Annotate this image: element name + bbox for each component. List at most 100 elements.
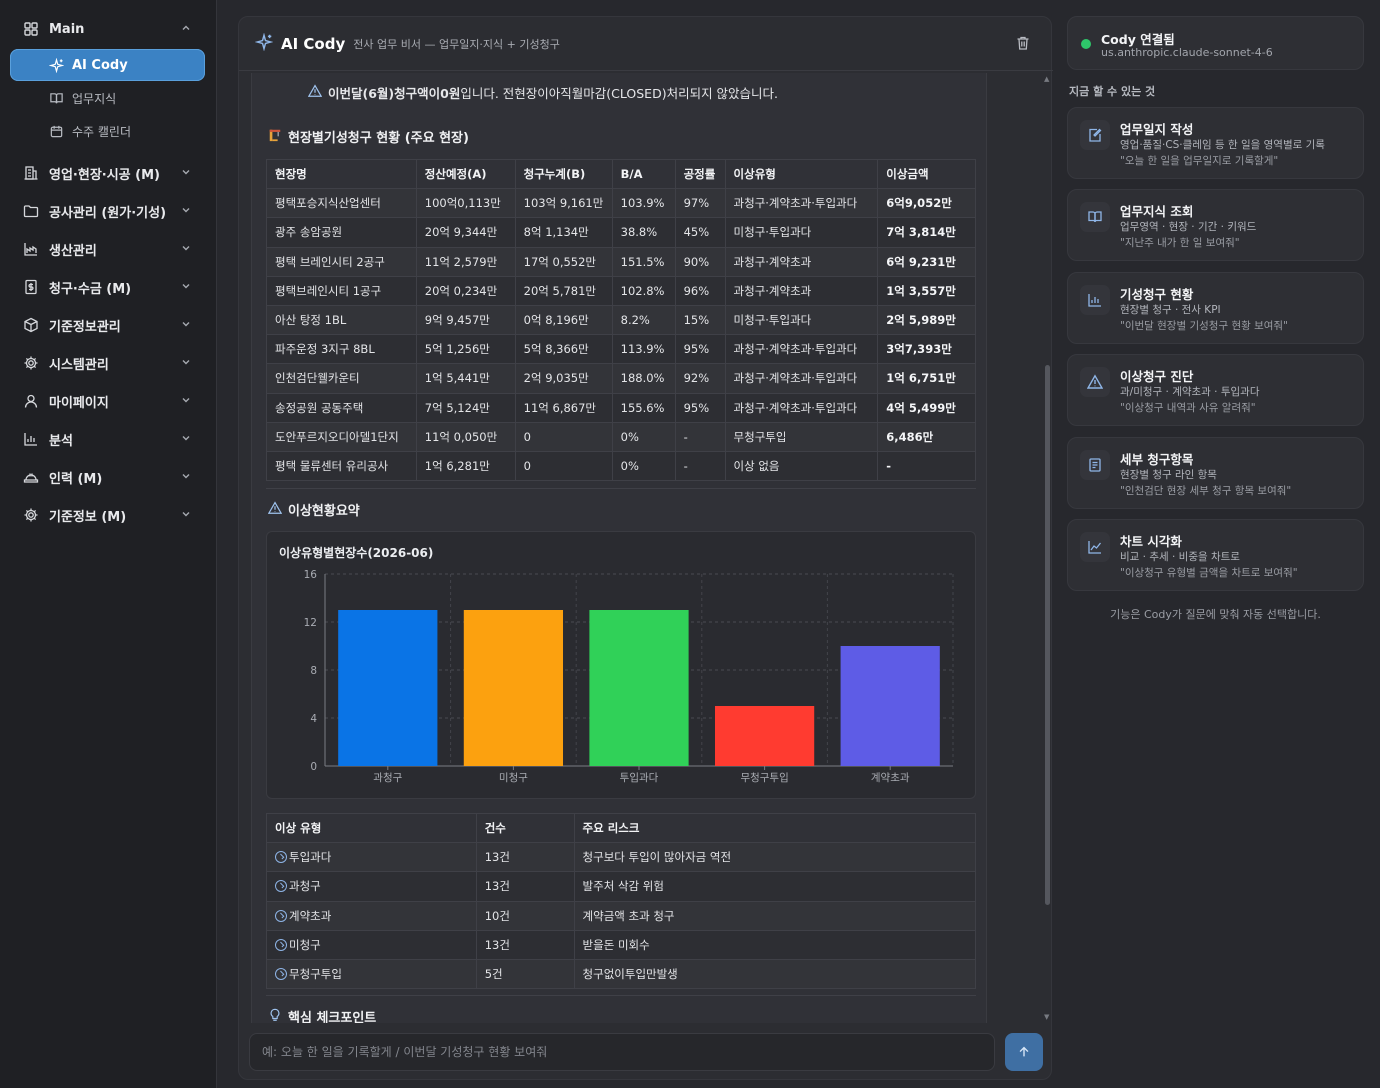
- sidebar-section-mypage[interactable]: 마이페이지: [10, 386, 206, 416]
- table-cell: 2억 9,035만: [514, 363, 613, 394]
- table-cell: 도안푸르지오디아델1단지: [266, 421, 417, 452]
- y-tick-label: 4: [310, 713, 317, 725]
- site-billing-table: 현장명 정산예정(A) 청구누계(B) B/A 공정률 이상유형 이상금액 평택…: [266, 158, 976, 482]
- table-header-row: 이상 유형 건수 주요 리스크: [266, 812, 977, 844]
- table-cell: 103억 9,161만: [514, 188, 613, 219]
- x-tick-label: 과청구: [373, 772, 402, 784]
- scroll-down-icon[interactable]: ▼: [1044, 1013, 1050, 1021]
- x-tick-label: 투입과다: [620, 771, 659, 784]
- table-cell: 송정공원 공동주택: [266, 392, 417, 423]
- sidebar-section-production[interactable]: 생산관리: [10, 234, 206, 264]
- anomaly-type-label: 무청구투입: [289, 967, 342, 982]
- sidebar-section-label: 영업·현장·시공 (M): [49, 167, 160, 183]
- capability-chart-visualization[interactable]: 차트 시각화 비교 · 추세 · 비중을 차트로 "이상청구 유형별 금액을 차…: [1067, 519, 1364, 591]
- chart-bar: [714, 706, 815, 766]
- sidebar-section-master-data[interactable]: 기준정보관리: [10, 310, 206, 340]
- table-cell: 과청구·계약초과·투입과다: [724, 363, 879, 394]
- table-cell: 6억9,052만: [877, 188, 976, 219]
- scrollbar-thumb[interactable]: [1045, 365, 1050, 905]
- status-model: us.anthropic.claude-sonnet-4-6: [1101, 46, 1273, 59]
- scrollbar[interactable]: ▲ ▼: [1044, 75, 1050, 1021]
- capability-work-log[interactable]: 업무일지 작성 영업·품질·CS·클레임 등 한 일을 영역별로 기록 "오늘 …: [1067, 107, 1364, 179]
- sidebar-section-label: 공사관리 (원가·기성): [49, 205, 167, 221]
- sidebar-item-order-calendar[interactable]: 수주 캘린더: [10, 115, 205, 147]
- chevron-down-icon: [180, 432, 192, 447]
- building-icon: [22, 164, 40, 182]
- divider: [266, 488, 976, 489]
- table-cell: 11억 6,867만: [514, 392, 613, 423]
- capability-billing-items[interactable]: 세부 청구항목 현장별 청구 라인 항목 "인천검단 현장 세부 청구 항목 보…: [1067, 437, 1364, 509]
- section-title: 이상현황요약: [288, 504, 360, 519]
- capability-desc: 영업·품질·CS·클레임 등 한 일을 영역별로 기록: [1120, 139, 1325, 151]
- sidebar-section-main[interactable]: Main: [10, 14, 206, 44]
- sidebar-section-master-m[interactable]: 기준정보 (M): [10, 500, 206, 530]
- sidebar-section-label: 시스템관리: [49, 357, 109, 373]
- chevron-down-icon: [180, 166, 192, 181]
- table-cell: -: [877, 450, 976, 482]
- section-site-billing: 현장별기성청구 현황 (주요 현장): [268, 127, 469, 146]
- table-cell: 151.5%: [611, 246, 676, 277]
- table-row: 투입과다 13건 청구보다 투입이 많아자금 역전: [266, 842, 977, 873]
- y-tick-label: 8: [310, 665, 317, 677]
- sidebar-section-system[interactable]: 시스템관리: [10, 348, 206, 378]
- capability-knowledge-search[interactable]: 업무지식 조회 업무영역 · 현장 · 기간 · 키워드 "지난주 내가 한 일…: [1067, 189, 1364, 261]
- table-cell: 받을돈 미회수: [573, 929, 977, 960]
- trash-icon[interactable]: [1015, 35, 1031, 54]
- table-cell: 155.6%: [611, 392, 676, 423]
- table-cell: 0: [514, 450, 613, 482]
- table-cell: 11억 2,579만: [415, 246, 516, 277]
- table-cell: 1억 6,281만: [415, 450, 516, 482]
- chart-canvas: 0 4 8 12 16 과청구 미청구 투입과다 무청구투입 계약초과: [304, 569, 954, 784]
- section-anomaly-summary: 이상현황요약: [267, 500, 360, 519]
- chevron-down-icon: [180, 508, 192, 523]
- sidebar-item-ai-cody[interactable]: AI Cody: [10, 49, 205, 81]
- table-cell: 평택브레인시티 1공구: [266, 275, 417, 306]
- table-cell: 미청구: [266, 929, 477, 960]
- sidebar-section-manpower[interactable]: 인력 (M): [10, 462, 206, 492]
- table-cell: 과청구·계약초과·투입과다: [724, 334, 879, 365]
- sidebar-section-sales-site[interactable]: 영업·현장·시공 (M): [10, 158, 206, 188]
- capabilities-label: 지금 할 수 있는 것: [1069, 85, 1156, 98]
- capability-billing-status[interactable]: 기성청구 현황 현장별 청구 · 전사 KPI "이번달 현장별 기성청구 현황…: [1067, 272, 1364, 344]
- column-header: 현장명: [266, 158, 417, 190]
- sidebar-section-billing[interactable]: 청구·수금 (M): [10, 272, 206, 302]
- warning-icon: [1080, 367, 1110, 397]
- chat-input[interactable]: [249, 1033, 995, 1071]
- table-cell: 무청구투입: [724, 421, 879, 452]
- capability-anomaly-diagnosis[interactable]: 이상청구 진단 과/미청구 · 계약초과 · 투입과다 "이상청구 내역과 사유…: [1067, 354, 1364, 426]
- cody-status-card: Cody 연결됨 us.anthropic.claude-sonnet-4-6: [1067, 16, 1364, 70]
- sidebar-section-label: 인력 (M): [49, 471, 103, 487]
- sidebar-section-analysis[interactable]: 분석: [10, 424, 206, 454]
- document-icon: [1080, 450, 1110, 480]
- table-cell: 5억 8,366만: [514, 334, 613, 365]
- table-cell: 3억7,393만: [877, 334, 976, 365]
- table-cell: 0억 8,196만: [514, 304, 613, 336]
- table-cell: 9억 9,457만: [415, 304, 516, 336]
- sidebar-item-label: 업무지식: [72, 91, 117, 106]
- table-cell: 0: [514, 421, 613, 452]
- column-header: 정산예정(A): [415, 158, 516, 190]
- capability-title: 기성청구 현황: [1120, 287, 1194, 302]
- warning-icon: [267, 500, 283, 519]
- sidebar-item-knowledge[interactable]: 업무지식: [10, 82, 205, 114]
- capability-example: "이상청구 내역과 사유 알려줘": [1120, 402, 1256, 414]
- table-row: 평택 브레인시티 2공구 11억 2,579만 17억 0,552만 151.5% 90…: [266, 246, 976, 277]
- sidebar-section-label: 청구·수금 (M): [49, 281, 132, 297]
- table-cell: 90%: [674, 246, 726, 277]
- table-row: 아산 탕정 1BL 9억 9,457만 0억 8,196만 8.2% 15% 미청구·투입…: [266, 304, 976, 336]
- send-button[interactable]: [1005, 1033, 1043, 1071]
- table-cell: 95%: [674, 334, 726, 365]
- sidebar-section-construction[interactable]: 공사관리 (원가·기성): [10, 196, 206, 226]
- book-icon: [1080, 202, 1110, 232]
- status-title: Cody 연결됨: [1101, 32, 1175, 47]
- y-tick-label: 12: [304, 617, 317, 629]
- chart-bar: [338, 610, 438, 766]
- scroll-up-icon[interactable]: ▲: [1044, 75, 1050, 83]
- table-cell: -: [674, 421, 726, 452]
- table-cell: 8억 1,134만: [514, 217, 613, 248]
- table-cell: 평택포승지식산업센터: [266, 188, 417, 219]
- sidebar-section-label: 기준정보관리: [49, 319, 121, 335]
- line-chart-icon: [1080, 532, 1110, 562]
- sidebar-section-label: Main: [49, 21, 85, 37]
- table-cell: 11억 0,050만: [415, 421, 516, 452]
